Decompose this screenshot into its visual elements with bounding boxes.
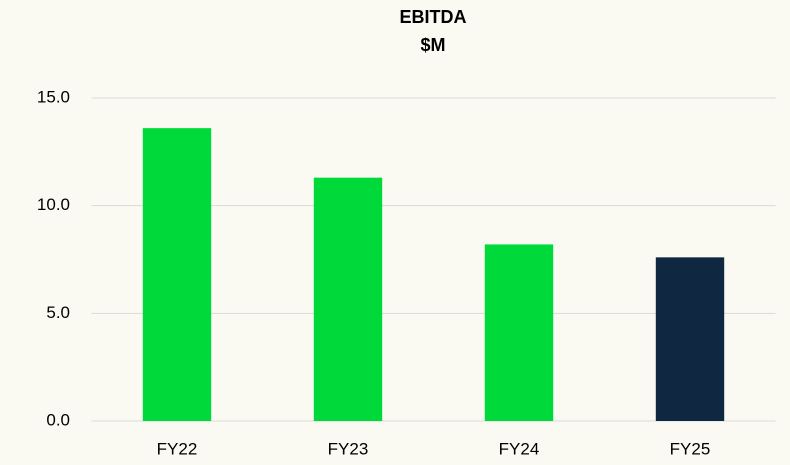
bar bbox=[313, 177, 383, 421]
y-tick-label: 10.0 bbox=[37, 195, 70, 214]
chart-subtitle: $M bbox=[420, 35, 445, 55]
bar bbox=[484, 244, 554, 421]
x-tick-label: FY22 bbox=[157, 439, 198, 458]
bar bbox=[142, 128, 212, 421]
x-tick-label: FY24 bbox=[499, 439, 540, 458]
bar bbox=[655, 257, 725, 421]
x-tick-label: FY23 bbox=[328, 439, 369, 458]
x-tick-label: FY25 bbox=[670, 439, 711, 458]
y-tick-label: 5.0 bbox=[46, 303, 70, 322]
y-tick-label: 0.0 bbox=[46, 410, 70, 429]
chart-title: EBITDA bbox=[400, 7, 467, 27]
y-tick-label: 15.0 bbox=[37, 87, 70, 106]
